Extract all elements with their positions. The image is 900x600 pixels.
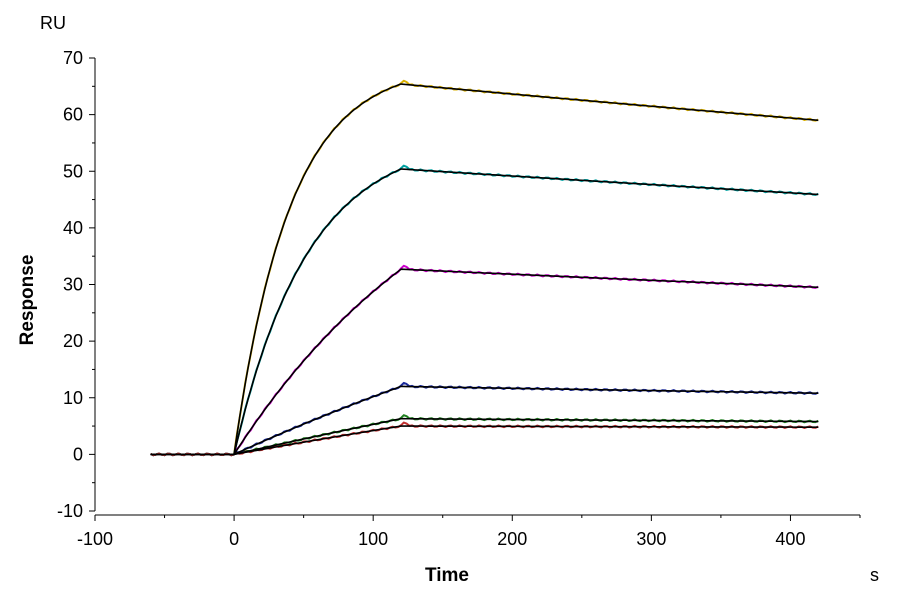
- fit-curve-6: [150, 425, 819, 456]
- fit-curve-1: [150, 83, 819, 456]
- x-axis-unit: s: [870, 565, 879, 585]
- y-axis-label: Response: [17, 255, 38, 346]
- y-tick-label: 70: [63, 48, 83, 68]
- fit-curve-2: [150, 168, 819, 456]
- fit-curve-4: [150, 385, 819, 456]
- x-tick-label: 400: [775, 529, 805, 549]
- data-curves: [150, 79, 819, 457]
- y-tick-label: 0: [73, 444, 83, 464]
- fit-curve-5: [150, 417, 819, 456]
- x-tick-label: 300: [636, 529, 666, 549]
- y-tick-label: -10: [57, 501, 83, 521]
- y-tick-label: 20: [63, 331, 83, 351]
- data-curve-2: [150, 164, 819, 457]
- fit-curve-3: [150, 268, 819, 456]
- y-tick-label: 60: [63, 105, 83, 125]
- y-tick-label: 10: [63, 388, 83, 408]
- x-tick-label: 100: [358, 529, 388, 549]
- x-tick-label: 0: [229, 529, 239, 549]
- x-tick-label: -100: [77, 529, 113, 549]
- y-tick-label: 50: [63, 161, 83, 181]
- y-tick-label: 30: [63, 275, 83, 295]
- x-axis-label: Time: [425, 565, 469, 586]
- data-curve-1: [150, 79, 819, 457]
- fit-curves: [150, 83, 819, 456]
- axes: [89, 57, 861, 521]
- y-axis-unit: RU: [40, 13, 66, 33]
- x-tick-label: 200: [497, 529, 527, 549]
- y-tick-label: 40: [63, 218, 83, 238]
